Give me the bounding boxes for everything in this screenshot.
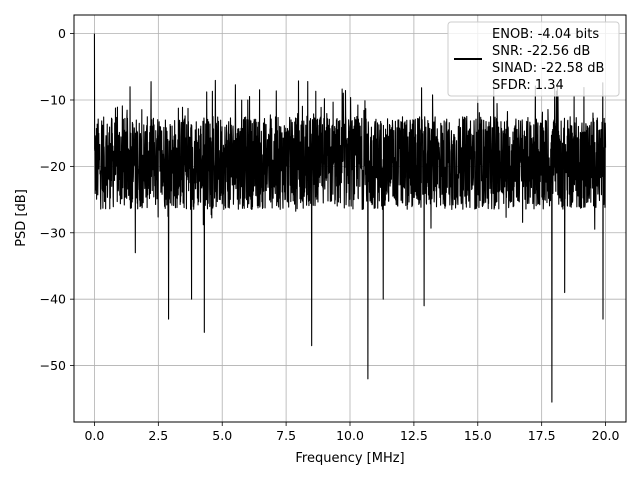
x-tick-label: 5.0: [212, 428, 232, 443]
x-tick-label: 20.0: [592, 428, 620, 443]
x-axis-ticks: 0.0 2.5 5.0 7.5 10.0 12.5 15.0 17.5 20.0: [84, 422, 620, 443]
y-tick-label: −50: [40, 358, 66, 373]
plot-area: [93, 33, 607, 403]
y-tick-label: −20: [40, 159, 66, 174]
y-axis-title: PSD [dB]: [14, 189, 29, 247]
x-tick-label: 15.0: [464, 428, 492, 443]
series-layer: [93, 33, 607, 403]
x-tick-label: 2.5: [148, 428, 168, 443]
x-tick-label: 0.0: [84, 428, 104, 443]
legend-box: [447, 21, 620, 97]
legend-sfdr: SFDR: 1.34: [492, 78, 564, 93]
y-tick-label: −40: [40, 292, 66, 307]
y-tick-label: 0: [58, 26, 66, 41]
x-tick-label: 12.5: [400, 428, 428, 443]
psd-series-line: [93, 33, 607, 403]
legend-snr: SNR: -22.56 dB: [492, 44, 590, 59]
x-tick-label: 7.5: [276, 428, 296, 443]
legend-sinad: SINAD: -22.58 dB: [492, 61, 604, 76]
y-axis-ticks: 0 −10 −20 −30 −40 −50: [40, 26, 74, 373]
x-axis-title: Frequency [MHz]: [295, 451, 404, 466]
legend: ENOB: -4.04 bits SNR: -22.56 dB SINAD: -…: [447, 21, 620, 97]
y-tick-label: −10: [40, 92, 66, 107]
x-tick-label: 10.0: [336, 428, 364, 443]
x-tick-label: 17.5: [528, 428, 556, 443]
y-tick-label: −30: [40, 225, 66, 240]
legend-enob: ENOB: -4.04 bits: [492, 27, 599, 42]
